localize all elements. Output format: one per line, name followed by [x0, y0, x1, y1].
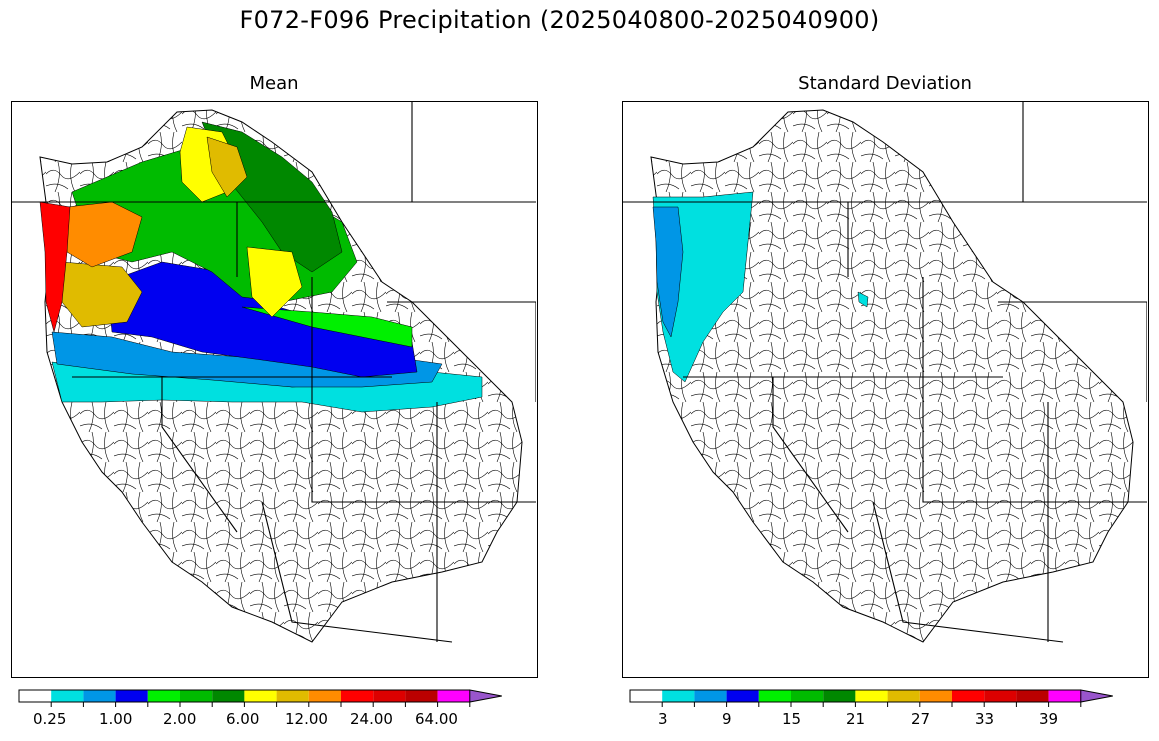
colorbar-mean [18, 689, 531, 730]
map-std [622, 101, 1149, 678]
colorbar-swatch-10 [341, 690, 374, 702]
colorbar-swatch-5 [180, 690, 213, 702]
cbar-mean-tick-1: 1.00 [99, 710, 133, 728]
colorbar-swatch-2 [694, 690, 727, 702]
colorbar-swatch-1 [51, 690, 84, 702]
state-boundaries [623, 102, 1147, 643]
colorbar-swatch-3 [115, 690, 148, 702]
colorbar-swatch-0 [630, 690, 663, 702]
region-level-1-small [857, 291, 869, 308]
colorbar-extend-arrow [1080, 689, 1113, 703]
panel-title-mean: Mean [249, 73, 299, 94]
colorbar-swatch-1 [662, 690, 695, 702]
colorbar-swatch-4 [147, 690, 180, 702]
cbar-mean-tick-5: 24.00 [350, 710, 393, 728]
region-level-7 [179, 126, 303, 318]
cbar-std-tick-0: 3 [658, 710, 668, 728]
cbar-std-tick-4: 27 [911, 710, 931, 728]
cbar-std-tick-1: 9 [722, 710, 732, 728]
colorbar-std-swatches [629, 689, 1113, 707]
colorbar-swatch-0 [19, 690, 52, 702]
region-level-4 [241, 306, 413, 348]
cbar-std-tick-6: 39 [1039, 710, 1059, 728]
colorbar-mean-svg [18, 689, 502, 707]
cbar-std-tick-2: 15 [782, 710, 802, 728]
colorbar-std [629, 689, 1142, 730]
colorbar-swatch-7 [244, 690, 277, 702]
cbar-mean-tick-0: 0.25 [33, 710, 67, 728]
panel-title-std: Standard Deviation [798, 73, 972, 94]
cbar-std-tick-3: 21 [846, 710, 866, 728]
colorbar-swatch-13 [437, 690, 470, 702]
colorbar-swatch-6 [212, 690, 245, 702]
colorbar-swatch-2 [83, 690, 116, 702]
colorbar-swatch-8 [276, 690, 309, 702]
map-mean [11, 101, 538, 678]
cbar-mean-tick-4: 12.00 [285, 710, 328, 728]
colorbar-border [18, 689, 470, 703]
colorbar-swatch-9 [308, 690, 341, 702]
colorbar-swatch-4 [758, 690, 791, 702]
colorbar-mean-ticks: 0.25 1.00 2.00 6.00 12.00 24.00 64.00 [19, 710, 531, 732]
state-boundaries [12, 102, 536, 643]
colorbar-swatch-8 [887, 690, 920, 702]
colorbar-mean-swatches [18, 689, 502, 707]
colorbar-swatch-13 [1048, 690, 1081, 702]
colorbar-swatch-11 [373, 690, 406, 702]
colorbar-swatch-12 [1016, 690, 1049, 702]
colorbar-swatch-10 [952, 690, 985, 702]
region-level-10 [39, 201, 71, 333]
figure-title: F072-F096 Precipitation (2025040800-2025… [239, 6, 880, 34]
colorbar-swatch-7 [855, 690, 888, 702]
colorbar-swatch-5 [791, 690, 824, 702]
colorbar-swatch-3 [726, 690, 759, 702]
colorbar-swatch-9 [919, 690, 952, 702]
colorbar-std-ticks: 3 9 15 21 27 33 39 [630, 710, 1142, 732]
cbar-mean-tick-2: 2.00 [163, 710, 197, 728]
map-std-canvas [623, 102, 1147, 643]
colorbar-extend-arrow [469, 689, 502, 703]
colorbar-std-svg [629, 689, 1113, 707]
cbar-std-tick-5: 33 [975, 710, 995, 728]
colorbar-border [629, 689, 1081, 703]
cbar-mean-tick-6: 64.00 [415, 710, 458, 728]
colorbar-swatch-11 [984, 690, 1017, 702]
map-mean-canvas [12, 102, 536, 643]
cbar-mean-tick-3: 6.00 [226, 710, 260, 728]
colorbar-swatch-12 [405, 690, 438, 702]
colorbar-swatch-6 [823, 690, 856, 702]
region-level-2 [652, 206, 684, 338]
